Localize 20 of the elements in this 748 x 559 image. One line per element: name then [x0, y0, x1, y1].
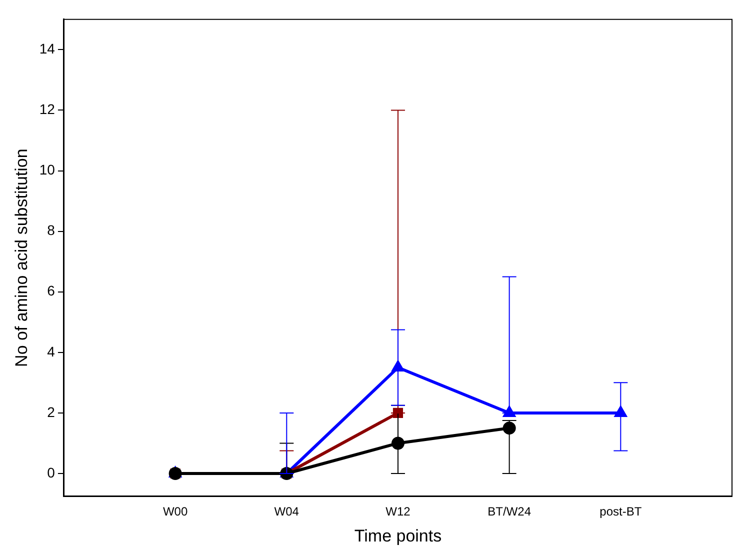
- point: [392, 361, 404, 372]
- point: [503, 406, 516, 417]
- x-axis-title: Time points: [354, 526, 442, 546]
- y-axis-title: No of amino acid substitution: [12, 148, 31, 367]
- point: [502, 422, 516, 435]
- x-tick-label: BT/W24: [488, 504, 532, 519]
- x-tick-label: W00: [162, 504, 188, 519]
- point: [391, 436, 404, 450]
- y-tick-label: 4: [47, 343, 56, 360]
- y-tick-label: 8: [47, 222, 56, 238]
- x-tick-label: post-BT: [600, 504, 642, 519]
- point: [614, 406, 626, 417]
- y-tick-label: 2: [47, 404, 56, 420]
- y-tick-label: 10: [39, 162, 56, 178]
- y-tick-label: 14: [39, 40, 56, 57]
- x-tick-label: W12: [386, 504, 411, 519]
- y-tick-label: 6: [47, 282, 56, 299]
- x-tick-label: W04: [274, 504, 300, 519]
- y-tick-label: 12: [39, 101, 56, 118]
- y-tick-label: 0: [47, 464, 56, 480]
